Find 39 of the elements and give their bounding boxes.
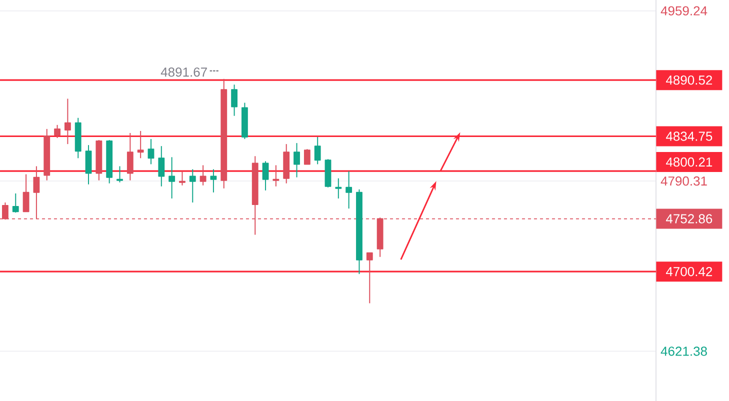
y-tick-label: 4959.24 (660, 6, 708, 16)
candlestick (179, 170, 186, 186)
candlestick (64, 98, 71, 145)
candlestick (148, 138, 154, 165)
candlestick (96, 140, 102, 181)
candlestick (44, 128, 50, 181)
ref-line-label: 4752.86 (666, 214, 712, 224)
candlestick (231, 84, 238, 116)
ref-line-label: 4834.75 (666, 132, 712, 141)
candlestick (54, 124, 60, 139)
ref-line-label: 4800.21 (666, 157, 712, 167)
candlestick (220, 78, 228, 189)
candlestick (324, 158, 332, 188)
candlestick (12, 192, 19, 214)
candlestick (189, 168, 196, 204)
candlestick (200, 164, 206, 186)
ref-line-label: 4700.42 (666, 266, 712, 276)
y-tick-label: 4790.31 (660, 176, 707, 186)
candlestick (126, 132, 134, 181)
candlestick (74, 117, 82, 159)
candlestick (283, 144, 290, 184)
candlestick (314, 136, 321, 165)
candlestick (356, 188, 362, 275)
candlestick (158, 146, 165, 187)
candlestick (272, 164, 280, 187)
candlestick (294, 142, 300, 178)
candlestick (346, 170, 352, 210)
candlestick (168, 156, 176, 199)
ref-line-label: 4890.52 (666, 75, 712, 85)
candlestick (262, 160, 269, 191)
candlestick (241, 102, 248, 140)
annotation: 4891.67 (160, 68, 207, 77)
candlestick (116, 166, 123, 183)
candlestick (137, 130, 144, 159)
candlestick (85, 144, 92, 185)
candlestick (335, 178, 342, 199)
candlestick (106, 140, 113, 184)
y-tick-label: 4621.38 (660, 346, 707, 356)
candlestick (210, 168, 217, 193)
